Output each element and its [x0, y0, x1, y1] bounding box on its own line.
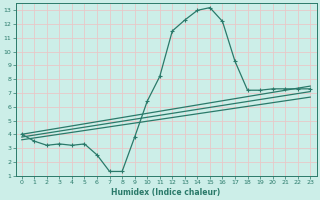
- X-axis label: Humidex (Indice chaleur): Humidex (Indice chaleur): [111, 188, 221, 197]
